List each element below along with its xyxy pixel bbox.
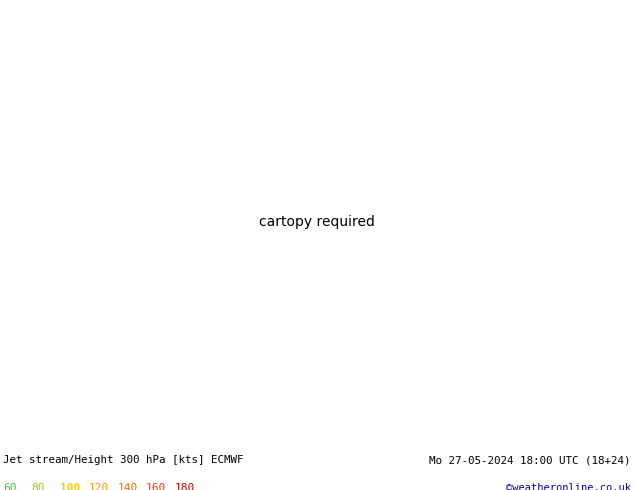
Text: Mo 27-05-2024 18:00 UTC (18+24): Mo 27-05-2024 18:00 UTC (18+24) xyxy=(429,455,631,465)
Text: 100: 100 xyxy=(60,483,81,490)
Text: 60: 60 xyxy=(3,483,16,490)
Text: ©weatheronline.co.uk: ©weatheronline.co.uk xyxy=(506,483,631,490)
Text: 160: 160 xyxy=(146,483,166,490)
Text: cartopy required: cartopy required xyxy=(259,215,375,229)
Text: 180: 180 xyxy=(174,483,195,490)
Text: 120: 120 xyxy=(89,483,109,490)
Text: Jet stream/Height 300 hPa [kts] ECMWF: Jet stream/Height 300 hPa [kts] ECMWF xyxy=(3,455,243,465)
Text: 80: 80 xyxy=(32,483,45,490)
Text: 140: 140 xyxy=(117,483,138,490)
